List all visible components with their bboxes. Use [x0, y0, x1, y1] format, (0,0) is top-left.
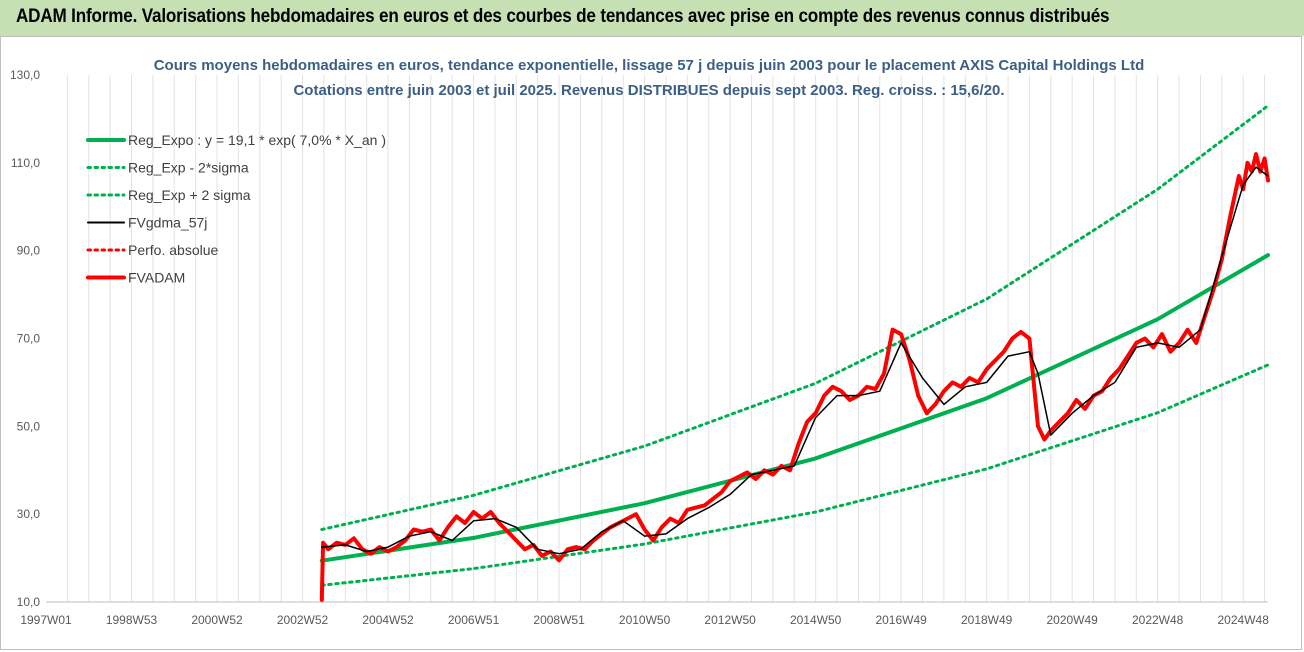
- y-tick-label: 90,0: [17, 244, 41, 258]
- series-line-0: [319, 253, 1270, 563]
- y-tick-label: 130,0: [10, 68, 40, 82]
- series-line-3: [321, 166, 1269, 555]
- legend-label: Reg_Exp - 2*sigma: [128, 160, 249, 176]
- y-tick-label: 110,0: [11, 156, 40, 170]
- legend-label: Reg_Exp + 2 sigma: [128, 187, 251, 203]
- vertical-gridlines: [66, 75, 1266, 602]
- y-tick-label: 70,0: [17, 332, 41, 346]
- x-axis: 1997W01 1998W53 2000W52 2002W52 2004W52 2006W…: [20, 601, 1270, 627]
- legend-label: Reg_Expo : y = 19,1 * exp( 7,0% * X_an ): [128, 132, 386, 148]
- x-tick-label: 2020W49: [1046, 613, 1098, 627]
- y-tick-label: 50,0: [17, 419, 41, 433]
- series-line-2: [320, 104, 1270, 531]
- report-banner: ADAM Informe. Valorisations hebdomadaire…: [0, 0, 1304, 36]
- chart-title: Cours moyens hebdomadaires en euros, ten…: [154, 57, 1145, 74]
- x-tick-label: 2016W49: [875, 613, 927, 627]
- series-line-5: [319, 152, 1270, 602]
- y-tick-label: 30,0: [17, 507, 41, 521]
- series-lines: [319, 104, 1270, 602]
- x-tick-label: 1997W01: [20, 613, 72, 627]
- legend-label: Perfo. absolue: [128, 242, 218, 258]
- chart-frame: [0, 36, 1302, 650]
- y-tick-label: 10,0: [17, 595, 41, 609]
- x-tick-label: 2002W52: [277, 613, 329, 627]
- x-tick-label: 2000W52: [191, 613, 243, 627]
- x-tick-label: 2010W50: [619, 613, 671, 627]
- x-tick-label: 2008W51: [533, 613, 585, 627]
- x-tick-label: 2012W50: [704, 613, 756, 627]
- legend: Reg_Expo : y = 19,1 * exp( 7,0% * X_an )…: [86, 132, 386, 286]
- x-tick-label: 2022W48: [1132, 613, 1184, 627]
- series-line-1: [320, 363, 1270, 587]
- x-tick-label: 2014W50: [790, 613, 842, 627]
- x-tick-label: 2024W48: [1218, 613, 1270, 627]
- legend-label: FVgdma_57j: [128, 215, 207, 231]
- chart-subtitle: Cotations entre juin 2003 et juil 2025. …: [293, 82, 1004, 99]
- x-tick-label: 2004W52: [362, 613, 414, 627]
- legend-label: FVADAM: [128, 270, 185, 286]
- y-axis: 10,0 30,0 50,0 70,0 90,0 110,0 130,0: [10, 68, 40, 609]
- report-title: ADAM Informe. Valorisations hebdomadaire…: [16, 6, 1110, 27]
- x-tick-label: 1998W53: [106, 613, 158, 627]
- x-tick-label: 2018W49: [961, 613, 1013, 627]
- x-tick-label: 2006W51: [448, 613, 500, 627]
